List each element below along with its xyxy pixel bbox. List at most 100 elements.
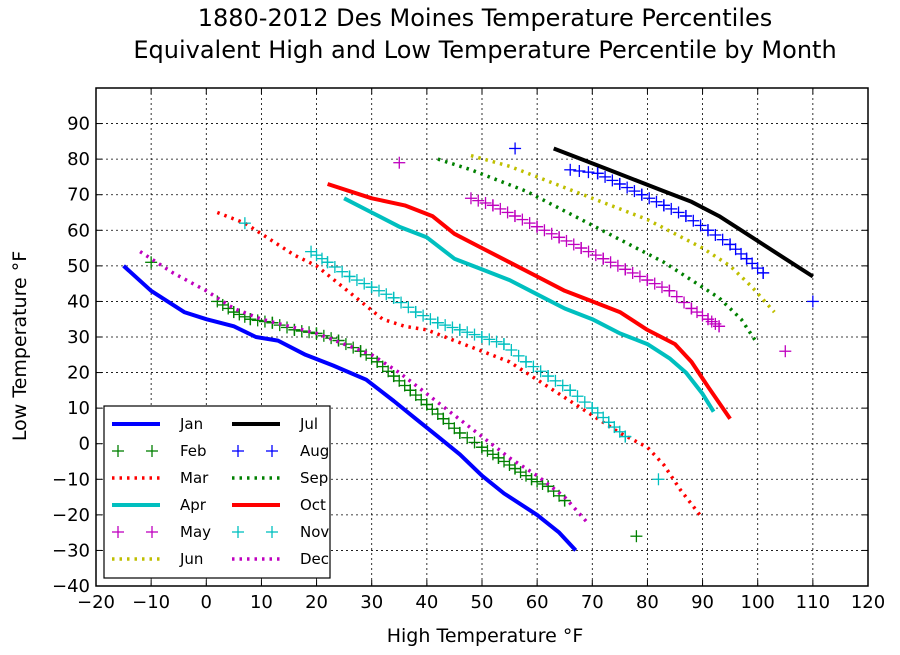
point-may (678, 296, 691, 309)
series-dec (139, 250, 589, 524)
point-nov (512, 349, 525, 362)
point-aug (716, 233, 729, 246)
series-jan (122, 264, 578, 552)
point-feb (404, 384, 417, 397)
line-jun (470, 153, 776, 314)
point-nov (343, 270, 356, 283)
point-feb (531, 475, 544, 488)
point-feb (448, 422, 461, 435)
axis-ticks: −20 −10 0 10 20 30 40 50 60 70 80 90 100 110 120−40−30… (52, 88, 885, 613)
point-aug (729, 243, 742, 256)
point-may (582, 245, 595, 258)
point-nov (387, 291, 400, 304)
point-feb (426, 403, 439, 416)
point-nov (305, 245, 318, 258)
series-nov (238, 217, 665, 486)
point-aug (628, 185, 641, 198)
point-may (670, 290, 683, 303)
point-nov (402, 301, 415, 314)
point-may (501, 206, 514, 219)
point-aug (672, 206, 685, 219)
point-nov (490, 335, 503, 348)
point-nov (453, 323, 466, 336)
point-aug (751, 262, 764, 275)
point-aug (757, 266, 770, 279)
point-aug (702, 224, 715, 237)
point-nov (534, 365, 547, 378)
point-nov (597, 411, 610, 424)
point-nov (380, 288, 393, 301)
legend-item-jun: Jun (112, 550, 203, 568)
point-nov (417, 309, 430, 322)
point-feb (442, 417, 455, 430)
legend-item-nov: Nov (232, 523, 329, 541)
chart-subtitle: Equivalent High and Low Temperature Perc… (133, 36, 836, 64)
line-jan (122, 264, 578, 552)
point-aug (657, 199, 670, 212)
legend-label-apr: Apr (180, 496, 207, 514)
x-tick-label: 40 (415, 592, 438, 613)
series-jul (552, 146, 814, 279)
point-nov (527, 360, 540, 373)
point-nov (591, 406, 604, 419)
point-feb (393, 374, 406, 387)
legend-swatch-feb (146, 445, 158, 457)
point-feb (525, 473, 538, 486)
legend-swatch-may (112, 526, 124, 538)
legend-item-feb: Feb (112, 442, 207, 460)
legend-label-oct: Oct (300, 496, 326, 514)
point-feb (630, 530, 643, 543)
y-tick-label: 70 (67, 185, 90, 206)
point-nov (608, 421, 621, 434)
point-may (487, 199, 500, 212)
legend: Jan Feb Mar Apr May Jun Jul Aug Sep Oct Nov Dec (103, 405, 331, 579)
point-nov (613, 425, 626, 438)
legend-box (103, 405, 331, 579)
point-nov (556, 379, 569, 392)
legend-item-jan: Jan (112, 415, 203, 433)
point-may (531, 220, 544, 233)
point-may (575, 242, 588, 255)
point-nov (424, 313, 437, 326)
point-aug (694, 219, 707, 232)
point-feb (251, 314, 264, 327)
legend-label-jul: Jul (299, 415, 318, 433)
point-nov (498, 338, 511, 351)
point-nov (409, 306, 422, 319)
plot-frame (95, 87, 869, 587)
point-aug (709, 228, 722, 241)
point-feb (145, 256, 158, 269)
point-aug (613, 178, 626, 191)
point-aug (687, 214, 700, 227)
x-tick-label: −10 (132, 592, 170, 613)
legend-label-mar: Mar (180, 469, 209, 487)
y-axis-label: Low Temperature °F (9, 251, 31, 441)
point-feb (227, 306, 240, 319)
point-nov (520, 355, 533, 368)
line-jul (552, 146, 814, 279)
point-feb (288, 323, 301, 336)
line-dec (139, 250, 589, 524)
legend-item-sep: Sep (232, 469, 328, 487)
point-aug (635, 188, 648, 201)
y-tick-label: 90 (67, 114, 90, 135)
point-may (538, 224, 551, 237)
y-tick-label: −10 (52, 469, 90, 490)
point-nov (602, 416, 615, 429)
x-tick-label: 110 (796, 592, 830, 613)
legend-swatch-aug (232, 445, 244, 457)
point-aug (591, 167, 604, 180)
point-aug (582, 166, 595, 179)
point-nov (505, 343, 518, 356)
legend-label-nov: Nov (300, 523, 329, 541)
legend-label-jun: Jun (179, 550, 203, 568)
y-tick-label: 50 (67, 256, 90, 277)
point-nov (571, 390, 584, 403)
series-may (393, 156, 792, 358)
point-nov (310, 249, 323, 262)
legend-item-apr: Apr (112, 496, 207, 514)
point-nov (652, 473, 665, 486)
legend-swatch-feb (112, 445, 124, 457)
point-aug (599, 170, 612, 183)
point-may (589, 249, 602, 262)
